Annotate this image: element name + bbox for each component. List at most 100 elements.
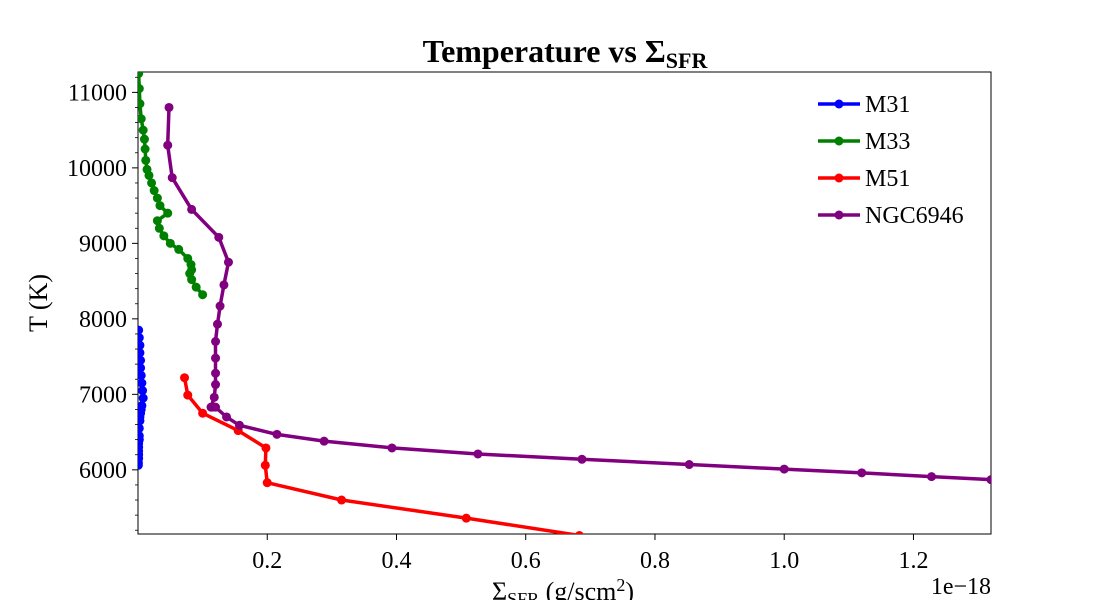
y-axis-ticks: 6000 7000 8000 9000 10000 11000 — [67, 80, 138, 484]
data-point — [234, 420, 244, 430]
data-point — [319, 436, 329, 446]
data-point — [138, 125, 148, 135]
y-tick-label: 7000 — [79, 382, 127, 408]
x-axis-offset-text: 1e−18 — [931, 574, 991, 600]
y-axis-label: T (K) — [24, 274, 53, 332]
data-point — [222, 412, 232, 422]
data-point — [139, 134, 149, 144]
data-point — [211, 353, 221, 363]
y-tick-label: 6000 — [79, 458, 127, 484]
data-point — [163, 208, 173, 218]
data-point — [152, 216, 162, 226]
data-point — [163, 140, 173, 150]
data-point — [141, 155, 151, 165]
data-point — [337, 495, 347, 505]
y-axis-minor-ticks — [135, 76, 138, 531]
data-point — [138, 333, 144, 343]
data-point — [154, 223, 164, 233]
data-point — [159, 231, 169, 241]
data-point — [212, 319, 222, 329]
data-point — [183, 390, 193, 400]
data-point — [138, 340, 145, 350]
x-tick-label: 0.2 — [252, 548, 282, 574]
data-point — [138, 325, 144, 335]
data-point — [138, 348, 145, 358]
series-m31 — [138, 325, 148, 470]
data-point — [138, 370, 146, 380]
data-point — [174, 244, 184, 254]
data-point — [575, 531, 584, 534]
data-point — [164, 102, 174, 112]
data-point — [138, 393, 148, 403]
series-m33 — [138, 72, 208, 300]
data-point — [261, 443, 271, 453]
x-axis-ticks: 0.2 0.4 0.6 0.8 1.0 1.2 — [252, 534, 928, 574]
data-point — [138, 363, 146, 373]
data-point — [262, 478, 272, 488]
legend-item-ngc6946: NGC6946 — [818, 203, 964, 229]
data-point — [138, 99, 145, 109]
data-point — [215, 301, 225, 311]
y-tick-label: 8000 — [79, 307, 127, 333]
legend-label: M33 — [865, 129, 910, 155]
data-point — [180, 373, 190, 383]
chart-title-subscript: SFR — [666, 48, 709, 73]
legend-marker — [834, 136, 844, 146]
data-point — [219, 280, 229, 290]
data-point — [927, 472, 937, 482]
data-point — [138, 114, 146, 124]
x-tick-label: 1.0 — [769, 548, 799, 574]
data-point — [986, 475, 991, 485]
data-point — [387, 443, 397, 453]
data-point — [138, 423, 144, 433]
data-point — [211, 380, 221, 390]
series-line — [165, 107, 991, 482]
data-point — [857, 468, 867, 478]
data-point — [461, 513, 471, 523]
data-point — [155, 201, 165, 211]
chart-title: Temperature vs ΣSFR — [423, 33, 709, 73]
data-point — [138, 378, 147, 388]
data-point — [187, 204, 197, 214]
y-tick-label: 9000 — [79, 231, 127, 257]
x-tick-label: 0.4 — [381, 548, 411, 574]
legend-label: M51 — [865, 166, 910, 192]
data-point — [138, 72, 144, 79]
data-point — [165, 238, 175, 248]
x-axis-label: ΣSFR (g/scm2) — [492, 575, 634, 600]
legend-marker — [834, 173, 844, 183]
data-point — [144, 170, 154, 180]
data-point — [198, 290, 208, 300]
x-tick-label: 0.6 — [511, 548, 541, 574]
data-point — [138, 386, 148, 396]
x-tick-label: 0.8 — [640, 548, 670, 574]
x-axis-label-superscript: 2 — [616, 575, 625, 595]
x-tick-label: 1.2 — [898, 548, 928, 574]
data-point — [223, 257, 233, 267]
x-axis-label-unit: (g/scm — [539, 577, 616, 600]
data-point — [147, 178, 157, 188]
data-point — [191, 282, 201, 292]
legend-item-m51: M51 — [818, 166, 910, 192]
legend-label: NGC6946 — [865, 203, 964, 229]
data-point — [198, 408, 208, 418]
data-point — [138, 355, 146, 365]
y-tick-label: 10000 — [67, 156, 127, 182]
data-point — [272, 429, 282, 439]
data-point — [138, 84, 144, 94]
data-point — [138, 460, 143, 470]
data-point — [149, 186, 159, 196]
data-point — [167, 173, 177, 183]
data-point — [473, 449, 483, 459]
x-axis-label-subscript: SFR — [507, 589, 539, 600]
data-point — [779, 464, 789, 474]
series-ngc6946 — [163, 102, 991, 485]
x-axis-label-main: Σ — [492, 577, 507, 600]
data-point — [214, 232, 224, 242]
legend-label: M31 — [865, 92, 910, 118]
series-layer — [138, 72, 991, 534]
legend: M31 M33 M51 NGC6946 — [818, 92, 964, 229]
y-tick-label: 11000 — [68, 80, 127, 106]
chart-title-main: Temperature vs Σ — [423, 33, 666, 69]
data-point — [577, 454, 587, 464]
